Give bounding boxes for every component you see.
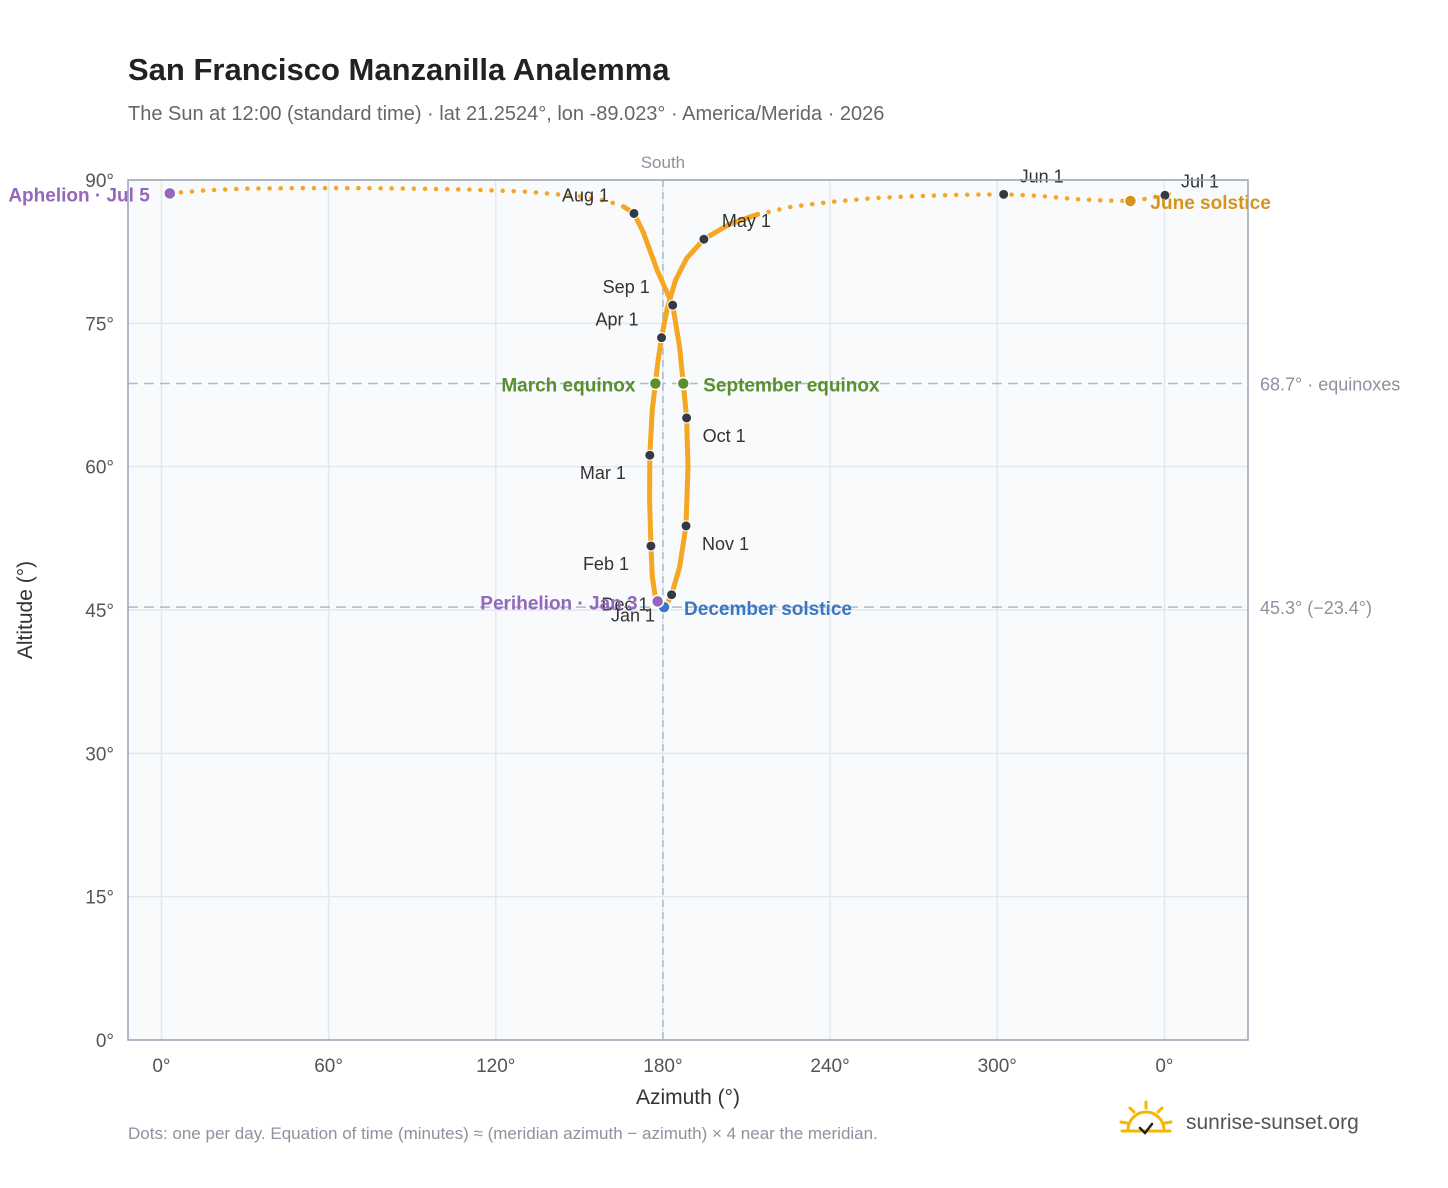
analemma-path — [647, 211, 761, 610]
event-label: Aphelion · Jul 5 — [8, 185, 150, 206]
month-label: May 1 — [722, 211, 771, 231]
analemma-path — [755, 190, 1176, 217]
y-tick-label: 90° — [85, 171, 114, 192]
month-label: Oct 1 — [703, 426, 746, 446]
y-tick-label: 30° — [85, 744, 114, 765]
analemma-path — [167, 185, 627, 210]
month-markers: Jan 1 Feb 1 Mar 1 Apr 1 May 1 Jun 1 Jul 1 Aug 1… — [562, 166, 1219, 625]
footer-note: Dots: one per day. Equation of time (min… — [128, 1124, 878, 1143]
month-label: Nov 1 — [702, 534, 749, 554]
month-label: Aug 1 — [562, 185, 609, 205]
x-tick-label: 180° — [643, 1056, 682, 1077]
month-marker — [680, 520, 692, 532]
month-label: Dec 1 — [602, 595, 649, 615]
event-label: Perihelion · Jan 3 — [480, 593, 637, 614]
event-markers: March equinox September equinox December s… — [8, 185, 1270, 620]
x-axis-label: Azimuth (°) — [636, 1086, 740, 1109]
month-marker — [698, 233, 710, 245]
meridian-label: South — [641, 153, 685, 172]
axis-ticks: 0° 60° 120° 180° 240° 300° 0° 0° 15° 30° 45° 60° 75°… — [85, 171, 1173, 1077]
event-label: December solstice — [684, 599, 852, 620]
month-label: Jul 1 — [1181, 171, 1219, 191]
event-marker — [650, 594, 665, 609]
chart-title: San Francisco Manzanilla Analemma — [128, 52, 670, 87]
event-marker — [1123, 194, 1138, 208]
month-marker — [644, 449, 656, 461]
month-marker — [645, 540, 657, 552]
brand[interactable]: sunrise-sunset.org — [1118, 1100, 1359, 1145]
x-tick-label: 0° — [152, 1056, 170, 1077]
x-tick-label: 240° — [810, 1056, 849, 1077]
month-marker — [1159, 189, 1171, 201]
plot-frame — [127, 179, 1249, 1041]
y-tick-label: 75° — [85, 314, 114, 335]
month-label: Apr 1 — [596, 310, 639, 330]
y-tick-label: 60° — [85, 458, 114, 479]
month-marker — [656, 332, 668, 344]
y-tick-label: 15° — [85, 888, 114, 909]
x-tick-label: 60° — [314, 1056, 343, 1077]
x-tick-label: 0° — [1155, 1056, 1173, 1077]
x-tick-label: 120° — [476, 1056, 515, 1077]
sun-logo-icon — [1118, 1100, 1174, 1145]
month-marker — [628, 207, 640, 219]
month-marker — [666, 589, 678, 601]
month-marker — [681, 412, 693, 424]
x-tick-label: 300° — [978, 1056, 1017, 1077]
event-marker — [676, 376, 691, 391]
y-tick-label: 45° — [85, 601, 114, 622]
reference-line-label: 45.3° (−23.4°) — [1260, 598, 1372, 618]
event-label: June solstice — [1150, 193, 1270, 214]
y-axis-label: Altitude (°) — [14, 561, 37, 659]
month-label: Jun 1 — [1020, 166, 1064, 186]
y-tick-label: 0° — [96, 1031, 114, 1052]
month-marker — [998, 188, 1010, 200]
event-label: September equinox — [703, 376, 880, 397]
month-label: Mar 1 — [580, 463, 626, 483]
chart-subtitle: The Sun at 12:00 (standard time) · lat 2… — [128, 103, 885, 125]
month-label: Feb 1 — [583, 554, 629, 574]
event-label: March equinox — [501, 376, 636, 397]
event-marker — [163, 186, 177, 201]
event-marker — [648, 376, 663, 391]
brand-name: sunrise-sunset.org — [1186, 1110, 1359, 1134]
reference-line-label: 68.7° · equinoxes — [1260, 375, 1400, 395]
month-marker — [667, 299, 679, 311]
month-label: Sep 1 — [603, 277, 650, 297]
month-label: Jan 1 — [611, 605, 655, 625]
